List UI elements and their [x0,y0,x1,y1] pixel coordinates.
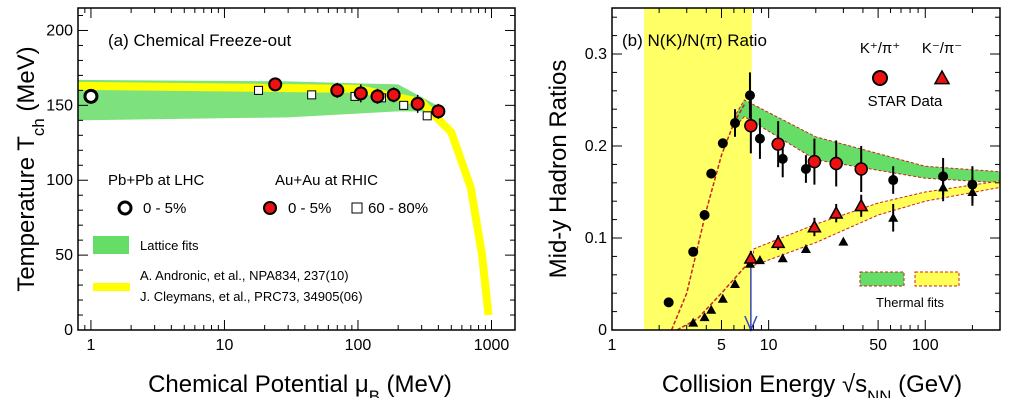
kminus-world-point [777,253,788,263]
legend-rhic-central: 0 - 5% [288,200,331,217]
kplus-world-point [706,168,717,179]
kplus-world-point [717,138,728,149]
kplus-world-point [663,297,674,308]
rhic-central-point [353,86,368,101]
x-tick-label: 100 [912,337,939,354]
kminus-thermal-band [752,180,1000,267]
legend-ref-cleymans: J. Cleymans, et al., PRC73, 34905(06) [140,289,363,304]
low-energy-shaded-region [643,8,752,330]
y-tick-label: 0.1 [585,230,607,247]
kplus-world-point [800,164,811,174]
kminus-world-point [717,293,728,303]
kplus-world-point [777,153,788,164]
x-axis-title: Collision Energy √sNN (GeV) [662,371,962,398]
kplus-world-point [938,171,949,182]
legend-lhc-label: Pb+Pb at LHC [108,172,204,189]
kminus-world-point [706,304,717,314]
panel-a-title: (a) Chemical Freeze-out [108,31,292,50]
x-tick-label: 5 [717,337,726,354]
legend-kminus-label: K⁻/π⁻ [922,40,962,57]
kminus-star-point [828,205,844,219]
kplus-world-point [888,175,899,186]
x-tick-label: 100 [345,337,372,354]
legend-lattice-swatch [93,236,129,254]
rhic-central-point [410,96,425,111]
kminus-world-point [730,279,741,288]
kplus-world-point [688,246,699,257]
kminus-world-point [838,236,849,246]
y-tick-label: 100 [46,172,73,189]
x-tick-label: 50 [869,337,887,354]
rhic-central-point [330,83,345,98]
kminus-star-point [807,219,822,233]
rhic-central-point [370,89,385,104]
legend-thermal-green-swatch [859,271,905,287]
kminus-world-point [688,317,699,327]
kminus-star-point [743,250,759,264]
rhic-central-point [386,87,401,102]
x-tick-label: 10 [760,337,778,354]
rhic-peripheral-point [307,90,317,100]
y-axis-title: Mid-y Hadron Ratios [545,60,572,279]
x-tick-label: 10 [216,337,234,354]
lhc-point [83,88,99,104]
panel-a-frame [77,7,516,331]
y-tick-label: 0 [598,322,607,339]
kminus-world-point [888,212,899,222]
y-tick-label: 50 [55,247,73,264]
x-axis-title: Chemical Potential μB (MeV) [148,371,452,398]
y-axis-title: Temperature Tch (MeV) [13,46,48,291]
kplus-world-point [967,179,978,190]
x-tick-label: 1000 [474,337,510,354]
x-tick-label: 1 [86,337,95,354]
rhic-peripheral-point [254,85,264,95]
kplus-thermal-curve [670,104,746,331]
kminus-world-point [699,312,710,322]
panel-b-frame [611,7,1001,331]
kplus-star-point [829,156,843,171]
legend-lattice-label: Lattice fits [140,238,199,253]
legend-thermal-yellow-swatch [914,271,960,287]
panel-b-kpi-ratio: 0 0.1 0.2 0.3 1 5 10 50 100 (b) N(K)/N(π) Ratio Co… [545,7,1001,398]
legend-kminus-marker [933,69,951,85]
kminus-world-point [754,255,765,265]
panel-b-title: (b) N(K)/N(π) Ratio [622,31,767,50]
y-tick-label: 0.3 [585,46,607,63]
legend-kplus-label: K⁺/π⁺ [860,40,900,57]
rhic-central-point [268,77,283,92]
rhic-central-point [431,104,446,119]
kplus-star-point [744,119,758,133]
kplus-star-point [807,154,822,169]
kminus-star-point [770,235,786,249]
x-tick-label: 1 [608,337,617,354]
legend-lhc-central: 0 - 5% [143,200,186,217]
y-tick-label: 0 [64,322,73,339]
legend-star-label: STAR Data [868,93,943,110]
legend-rhic-peripheral: 60 - 80% [368,200,428,217]
y-tick-label: 0.2 [585,138,607,155]
legend-rhic-label: Au+Au at RHIC [275,172,378,189]
legend-rhic-central-marker [263,201,277,215]
legend-ref-andronic: A. Andronic, et al., NPA834, 237(10) [140,268,349,283]
kplus-world-point [699,210,710,220]
rhic-peripheral-point [422,111,432,121]
legend-thermal-label: Thermal fits [876,295,944,310]
kplus-star-point [854,162,868,176]
panel-a-chemical-freeze-out: 0 50 100 150 200 1 10 100 1000 (a) Chemical Freez… [13,7,516,398]
kplus-thermal-band [735,99,1000,184]
kplus-world-point [754,133,765,144]
kminus-star-point [853,198,869,212]
kminus-world-point [800,244,811,254]
legend-lhc-marker [117,200,133,216]
legend-rhic-peripheral-marker [351,202,363,214]
kplus-world-point [744,90,755,101]
kplus-world-point [730,118,741,128]
legend-kplus-marker [872,70,888,86]
kplus-star-point [771,137,785,151]
y-tick-label: 200 [46,22,73,39]
rhic-peripheral-point [399,100,409,110]
y-tick-label: 150 [46,97,73,114]
